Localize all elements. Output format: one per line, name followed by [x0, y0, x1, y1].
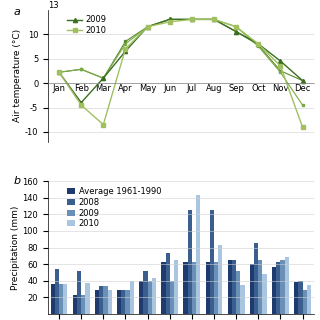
Bar	[143, 271, 148, 314]
2010	[300, 125, 304, 129]
2009	[124, 49, 127, 53]
Bar	[55, 269, 59, 314]
2010	[256, 42, 260, 46]
2010	[101, 123, 105, 127]
Bar	[121, 291, 125, 314]
Bar	[294, 282, 298, 314]
Y-axis label: Precipitation (mm): Precipitation (mm)	[11, 205, 20, 290]
Line: 2009: 2009	[57, 17, 305, 105]
Bar	[298, 281, 302, 314]
Bar	[218, 245, 222, 314]
Bar	[307, 285, 311, 314]
2010	[278, 64, 282, 68]
2010	[79, 103, 83, 107]
2009	[101, 76, 105, 80]
2010	[168, 20, 172, 24]
Text: a: a	[13, 7, 20, 17]
Bar	[152, 278, 156, 314]
Bar	[240, 285, 244, 314]
Legend: Average 1961-1990, 2008, 2009, 2010: Average 1961-1990, 2008, 2009, 2010	[66, 186, 163, 230]
Bar	[77, 271, 81, 314]
2010	[234, 25, 238, 29]
2009	[57, 70, 61, 74]
2009	[146, 25, 149, 29]
Bar	[284, 257, 289, 314]
Bar	[161, 261, 165, 314]
Bar	[205, 262, 210, 314]
Y-axis label: Air temperature (°C): Air temperature (°C)	[13, 29, 22, 122]
Bar	[280, 260, 284, 314]
2010	[212, 18, 216, 21]
Bar	[254, 244, 258, 314]
Bar	[196, 196, 200, 314]
2010	[190, 18, 194, 21]
Bar	[236, 271, 240, 314]
Bar	[232, 260, 236, 314]
2009	[234, 30, 238, 34]
Bar	[250, 264, 254, 314]
Bar	[103, 285, 108, 314]
2009	[300, 79, 304, 83]
Text: 13: 13	[48, 1, 59, 10]
Bar	[51, 284, 55, 314]
Bar	[148, 281, 152, 314]
Bar	[59, 284, 63, 314]
Bar	[174, 260, 178, 314]
Bar	[85, 283, 90, 314]
Bar	[99, 286, 103, 314]
Bar	[125, 291, 130, 314]
Bar	[214, 262, 218, 314]
Bar	[81, 295, 85, 314]
Bar	[272, 267, 276, 314]
Bar	[95, 291, 99, 314]
Bar	[108, 291, 112, 314]
Line: 2010: 2010	[57, 18, 304, 129]
Bar	[165, 253, 170, 314]
Text: b: b	[13, 176, 20, 186]
Bar	[139, 281, 143, 314]
2009	[79, 101, 83, 105]
Bar	[130, 281, 134, 314]
Bar	[117, 290, 121, 314]
Bar	[210, 210, 214, 314]
Bar	[63, 284, 68, 314]
Bar	[73, 295, 77, 314]
Bar	[262, 274, 267, 314]
Bar	[302, 290, 307, 314]
2009	[256, 42, 260, 46]
2009	[168, 18, 172, 21]
Bar	[192, 261, 196, 314]
2010	[57, 70, 61, 74]
2009	[278, 59, 282, 63]
2010	[124, 47, 127, 51]
2009	[212, 18, 216, 21]
Bar	[228, 260, 232, 314]
Legend: 2009, 2010: 2009, 2010	[66, 14, 108, 37]
2009	[190, 18, 194, 21]
Bar	[170, 281, 174, 314]
Bar	[183, 261, 188, 314]
Bar	[188, 210, 192, 314]
2010	[146, 25, 149, 29]
Bar	[258, 260, 262, 314]
Bar	[276, 261, 280, 314]
